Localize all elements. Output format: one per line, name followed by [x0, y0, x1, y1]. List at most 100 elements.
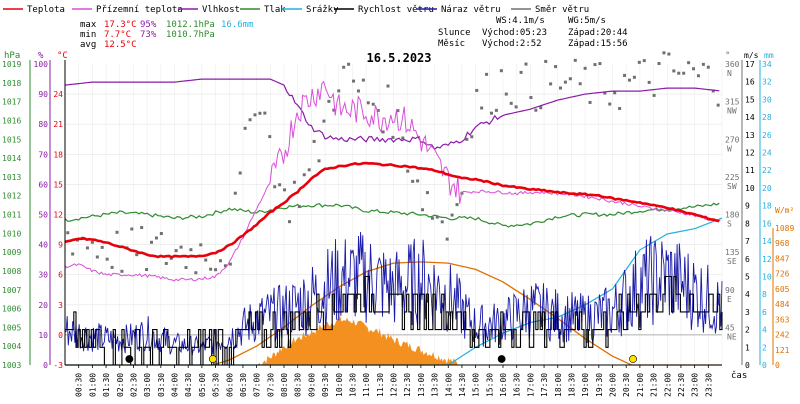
- info-block: WS:4.1m/s WG:5m/s Slunce Východ:05:23 Zá…: [438, 16, 628, 49]
- c-tick: 18: [53, 150, 63, 159]
- x-tick-label: 18:30: [567, 373, 576, 397]
- c-tick: 24: [53, 90, 63, 99]
- chart-title: 16.5.2023: [366, 51, 431, 65]
- wind-dir-point: [278, 183, 282, 187]
- wind-dir-point: [539, 106, 543, 110]
- sun-label: Slunce: [438, 28, 471, 38]
- x-tick-label: 04:30: [184, 373, 193, 397]
- ms-tick: 5: [745, 272, 750, 281]
- wind-dir-point: [494, 108, 498, 112]
- wind-dir-point: [490, 111, 494, 115]
- wind-dir-point: [386, 84, 390, 88]
- pct-tick: 100: [34, 60, 49, 69]
- wind-dir-point: [692, 67, 696, 71]
- deg-tick: 90: [725, 286, 735, 295]
- wind-dir-point: [509, 101, 513, 105]
- wind-dir-point: [435, 215, 439, 219]
- x-tick-label: 22:30: [677, 373, 686, 397]
- wind-dir-point: [563, 80, 567, 84]
- wind-dir-point: [115, 230, 119, 234]
- deg-tick: 270: [725, 135, 740, 144]
- stats-max-rain: 16.6mm: [221, 20, 254, 30]
- x-tick-label: 16:00: [499, 373, 508, 397]
- wind-dir-point: [223, 264, 227, 268]
- x-tick-label: 14:30: [458, 373, 467, 397]
- wind-dir-point: [623, 73, 627, 77]
- temperature-line: [64, 161, 720, 259]
- x-tick-label: 19:30: [595, 373, 604, 397]
- ms-tick: 8: [745, 219, 750, 228]
- x-tick-label: 01:00: [88, 373, 97, 397]
- x-tick-label: 02:00: [116, 373, 125, 397]
- sun-marker: [629, 355, 637, 363]
- c-tick: 3: [58, 301, 63, 310]
- wm2-tick: 121: [775, 346, 790, 355]
- x-tick-label: 16:30: [513, 373, 522, 397]
- wind-dir-point: [401, 136, 405, 140]
- wind-dir-point: [667, 52, 671, 56]
- wm2-tick: 605: [775, 285, 790, 294]
- wind-dir-point: [696, 74, 700, 78]
- deg-unit: °: [725, 51, 730, 61]
- wind-dir-point: [682, 71, 686, 75]
- stats-min-hum: 73%: [140, 30, 157, 40]
- hpa-tick: 1012: [2, 192, 21, 201]
- wind-dir-point: [342, 65, 346, 69]
- wind-dir-point: [627, 78, 631, 82]
- legend-label-3: Tlak: [264, 5, 286, 15]
- wind-dir-point: [706, 65, 710, 69]
- wind-gust-line: [64, 231, 723, 357]
- stats-max-label: max: [80, 20, 97, 30]
- hpa-tick: 1014: [2, 154, 21, 163]
- mm-tick: 30: [762, 95, 772, 104]
- wind-dir-point: [613, 91, 617, 95]
- wind-dir-point: [716, 103, 720, 107]
- x-tick-label: 07:30: [266, 373, 275, 397]
- hpa-unit: hPa: [4, 51, 20, 61]
- moonrise-info: Východ:2:52: [482, 39, 542, 49]
- x-tick-label: 13:00: [417, 373, 426, 397]
- x-tick-label: 07:00: [253, 373, 262, 397]
- wind-dir-point: [174, 249, 178, 253]
- x-tick-label: 11:00: [362, 373, 371, 397]
- x-tick-label: 11:30: [376, 373, 385, 397]
- pct-tick: 40: [38, 241, 48, 250]
- wind-dir-point: [214, 268, 218, 272]
- ms-tick: 6: [745, 255, 750, 264]
- hpa-tick: 1016: [2, 116, 21, 125]
- wind-dir-point: [425, 191, 429, 195]
- wind-dir-point: [248, 118, 252, 122]
- wind-dir-point: [105, 257, 109, 261]
- wm2-tick: 0: [775, 361, 780, 370]
- x-tick-label: 08:00: [280, 373, 289, 397]
- wind-dir-point: [159, 232, 163, 236]
- wind-dir-point: [287, 220, 291, 224]
- hpa-tick: 1004: [2, 342, 21, 351]
- wind-dir-point: [110, 265, 114, 269]
- pct-tick: 60: [38, 180, 48, 189]
- hpa-tick: 1017: [2, 98, 21, 107]
- pct-unit: %: [38, 51, 44, 61]
- wind-dir-point: [327, 99, 331, 103]
- legend-label-5: Rychlost větru: [358, 5, 434, 15]
- ms-tick: 15: [745, 95, 755, 104]
- wind-dir-point: [381, 130, 385, 134]
- time-axis-label: čas: [731, 370, 747, 381]
- wm2-tick: 242: [775, 331, 790, 340]
- pct-tick: 0: [43, 361, 48, 370]
- mm-tick: 4: [762, 326, 767, 335]
- ms-tick: 7: [745, 237, 750, 246]
- wind-dir-point: [145, 268, 149, 272]
- legend-label-0: Teplota: [27, 5, 65, 15]
- wind-dir-point: [184, 266, 188, 270]
- wind-dir-point: [120, 269, 124, 273]
- wind-dir-point: [396, 109, 400, 113]
- stats-min-label: min: [80, 30, 96, 40]
- wind-dir-point: [499, 69, 503, 73]
- dir-tick: NE: [727, 332, 737, 341]
- wind-speed-info: WS:4.1m/s: [496, 16, 545, 26]
- x-tick-label: 19:00: [581, 373, 590, 397]
- wind-dir-point: [637, 60, 641, 64]
